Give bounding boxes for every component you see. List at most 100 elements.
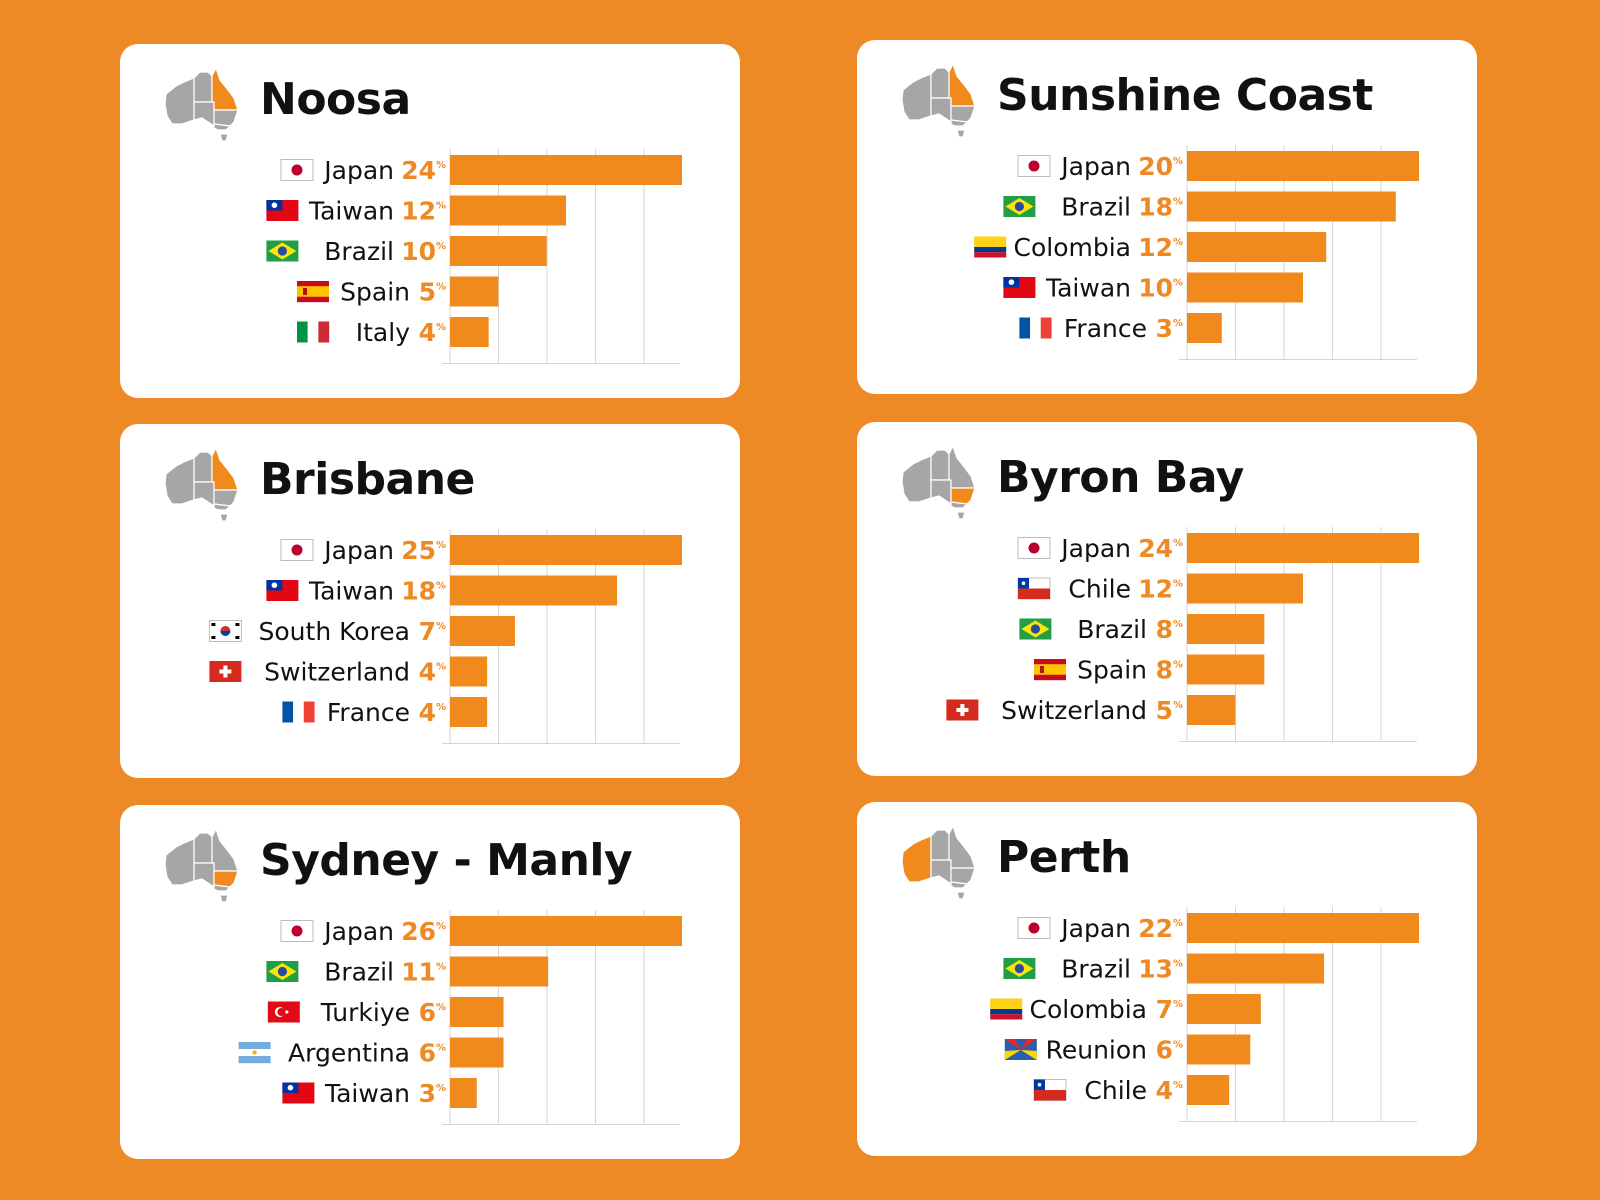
australia-map-icon (162, 446, 244, 524)
value-unit: % (436, 662, 446, 673)
value-unit: % (1173, 538, 1183, 549)
value-label: 8 (1156, 615, 1173, 644)
value-label: 26 (401, 917, 436, 946)
value-label: 6 (419, 1039, 436, 1068)
bar-chart: 20% Japan 18% Brazil 12% Colombia 10% Taiwan 3% F… (857, 145, 1477, 375)
bar (450, 575, 618, 606)
bar-chart: 25% Japan 18% Taiwan 7% South Korea 4% Switzerl… (120, 529, 740, 759)
map-region-wa (901, 73, 932, 121)
value-label: 4 (419, 318, 436, 347)
map-region-vic (213, 884, 231, 892)
value-label: 13 (1138, 955, 1173, 984)
map-region-tas (219, 133, 229, 142)
value-unit: % (1173, 1080, 1183, 1091)
australia-map-svg (164, 828, 239, 903)
map-region-sa (193, 481, 215, 507)
map-region-nt (193, 71, 213, 103)
flag-japan-icon (280, 920, 314, 942)
card-noosa: Noosa 24% Japan 12% Taiwan 10% Brazil 5% Spain 4… (120, 44, 740, 398)
flag-switzerland-icon (209, 661, 242, 682)
value-label: 22 (1138, 914, 1173, 943)
value-unit: % (436, 581, 446, 592)
flag-reunion-icon (1004, 1039, 1037, 1060)
map-region-tas (956, 511, 966, 520)
category-label: Japan (1059, 152, 1131, 181)
value-unit: % (1173, 660, 1183, 671)
category-label: Spain (1077, 656, 1147, 685)
flag-japan-icon (1017, 537, 1051, 559)
map-region-wa (164, 77, 195, 125)
bar-chart: 24% Japan 12% Chile 8% Brazil 8% Spain 5% Switzer… (857, 527, 1477, 757)
flag-turkiye-icon (267, 1001, 300, 1023)
bar (1187, 654, 1265, 685)
card-brisbane: Brisbane 25% Japan 18% Taiwan 7% South Korea 4… (120, 424, 740, 778)
flag-switzerland-icon (946, 699, 979, 721)
bar (450, 236, 547, 266)
card-byron-bay: Byron Bay 24% Japan 12% Chile 8% Brazil 8% Spai… (857, 422, 1477, 776)
australia-map-icon (162, 827, 244, 905)
value-unit: % (1173, 197, 1183, 208)
australia-map-icon (162, 66, 244, 144)
value-label: 10 (1138, 274, 1173, 303)
category-label: Switzerland (264, 658, 410, 687)
value-label: 5 (419, 278, 436, 307)
value-label: 24 (401, 156, 436, 185)
category-label: Reunion (1046, 1036, 1147, 1065)
card-title: Brisbane (260, 454, 475, 505)
flag-japan-icon (280, 539, 314, 561)
bar (1187, 695, 1236, 725)
value-unit: % (436, 1002, 446, 1013)
map-region-nt (193, 451, 213, 483)
value-unit: % (436, 1043, 446, 1054)
map-region-nsw (950, 105, 976, 123)
bar (450, 997, 504, 1027)
category-label: Taiwan (1045, 274, 1131, 303)
map-region-vic (950, 501, 968, 509)
flag-japan-icon (280, 159, 314, 181)
value-label: 3 (419, 1079, 436, 1108)
value-unit: % (1173, 318, 1183, 329)
value-unit: % (1173, 918, 1183, 929)
category-label: France (1064, 314, 1147, 343)
map-region-wa (901, 835, 932, 883)
map-region-nsw (950, 487, 976, 505)
value-unit: % (436, 1083, 446, 1094)
value-label: 3 (1156, 314, 1173, 343)
bar-chart: 22% Japan 13% Brazil 7% Colombia 6% Reunion 4% Ch… (857, 907, 1477, 1137)
category-label: Italy (356, 318, 410, 347)
category-label: Brazil (324, 958, 394, 987)
map-region-qld (948, 445, 976, 489)
card-sydney-manly: Sydney - Manly 26% Japan 11% Brazil 6% Turkiy… (120, 805, 740, 1159)
map-region-qld (211, 67, 239, 111)
flag-brazil-icon (1003, 958, 1036, 979)
bar (450, 616, 515, 646)
category-label: Brazil (1077, 615, 1147, 644)
flag-argentina-icon (238, 1042, 271, 1064)
australia-map-svg (164, 447, 239, 522)
map-region-tas (219, 513, 229, 522)
value-unit: % (436, 241, 446, 252)
card-title: Sydney - Manly (260, 835, 633, 886)
category-label: Japan (1059, 914, 1131, 943)
flag-colombia-icon (974, 236, 1007, 258)
bar (450, 535, 682, 565)
value-label: 12 (1138, 233, 1173, 262)
category-label: Taiwan (308, 197, 394, 226)
bar (1187, 313, 1222, 343)
flag-japan-icon (1017, 155, 1051, 177)
flag-brazil-icon (1019, 618, 1052, 640)
flag-france-icon (282, 701, 315, 723)
bar (450, 656, 488, 687)
value-label: 25 (401, 536, 436, 565)
category-label: Japan (322, 536, 394, 565)
map-region-sa (193, 101, 215, 127)
category-label: Turkiye (320, 998, 410, 1027)
bar (450, 697, 488, 727)
value-label: 18 (1138, 193, 1173, 222)
map-region-sa (930, 859, 952, 885)
bar-chart: 26% Japan 11% Brazil 6% Turkiye 6% Argentina 3% T… (120, 910, 740, 1140)
